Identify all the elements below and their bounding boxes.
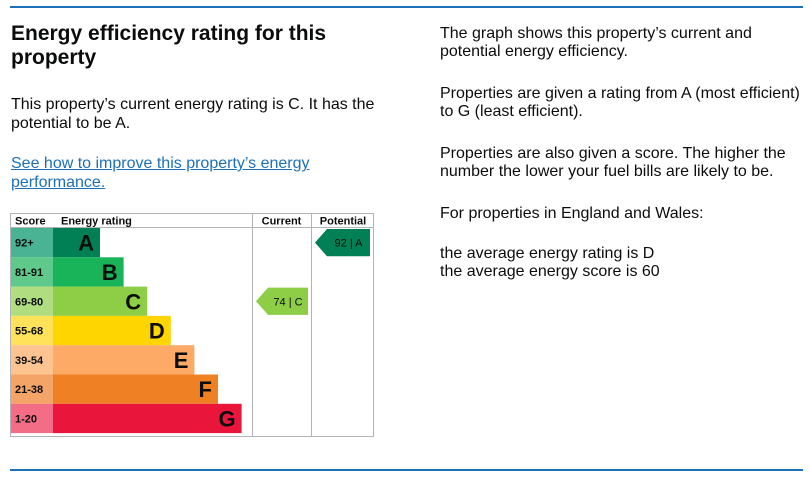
rating-bar-c: [53, 286, 148, 316]
score-cell-e: [11, 345, 53, 375]
score-label-e: 39-54: [15, 355, 44, 367]
rating-bar-d: [53, 315, 171, 346]
current-rating-label: 74 | C: [273, 296, 302, 308]
explanation-average: the average energy rating is D the avera…: [440, 245, 805, 281]
rating-bar-a: [53, 228, 100, 258]
explanation-score: Properties are also given a score. The h…: [440, 145, 786, 180]
rating-bar-f: [53, 374, 218, 404]
score-cell-b: [11, 257, 53, 287]
average-rating-text: the average energy rating is D: [440, 245, 655, 262]
score-label-a: 92+: [15, 238, 34, 250]
explanation-graph: The graph shows this property’s current …: [440, 25, 752, 60]
current-rating-text: This property’s current energy rating is…: [11, 96, 375, 132]
rating-letter-e: E: [174, 348, 189, 373]
rating-bar-g: [53, 403, 242, 434]
potential-rating-label: 92 | A: [335, 238, 364, 250]
current-rating-arrow: [256, 287, 308, 315]
score-label-c: 69-80: [15, 296, 43, 308]
rating-bar-b: [53, 257, 124, 287]
current-header: Current: [262, 216, 302, 228]
score-label-b: 81-91: [15, 267, 43, 279]
score-cell-d: [11, 315, 53, 346]
explanation-rating: Properties are given a rating from A (mo…: [440, 85, 800, 120]
score-label-d: 55-68: [15, 326, 43, 338]
rating-letter-a: A: [78, 231, 94, 256]
rating-letter-c: C: [125, 289, 141, 314]
rating-letter-g: G: [218, 406, 235, 431]
improve-performance-link[interactable]: See how to improve this property’s energ…: [11, 155, 310, 191]
energy-rating-chart: Score Energy rating Current Potential 92+ A 81…: [10, 213, 374, 437]
rating-bar-e: [53, 345, 195, 375]
score-cell-c: [11, 286, 53, 316]
potential-rating-arrow: [315, 229, 370, 257]
rating-letter-b: B: [102, 260, 118, 285]
potential-header: Potential: [320, 216, 366, 228]
explanation-region: For properties in England and Wales:: [440, 205, 704, 222]
bottom-divider: [10, 469, 803, 471]
rating-letter-d: D: [149, 319, 165, 344]
score-cell-f: [11, 374, 53, 404]
page-title: Energy efficiency rating for this proper…: [11, 22, 327, 69]
score-header: Score: [15, 216, 46, 228]
energy-rating-header: Energy rating: [61, 216, 132, 228]
score-label-g: 1-20: [15, 413, 37, 425]
average-score-text: the average energy score is 60: [440, 263, 660, 280]
score-cell-a: [11, 228, 53, 258]
rating-letter-f: F: [199, 377, 212, 402]
score-label-f: 21-38: [15, 384, 43, 396]
top-divider: [10, 6, 803, 8]
score-cell-g: [11, 403, 53, 434]
